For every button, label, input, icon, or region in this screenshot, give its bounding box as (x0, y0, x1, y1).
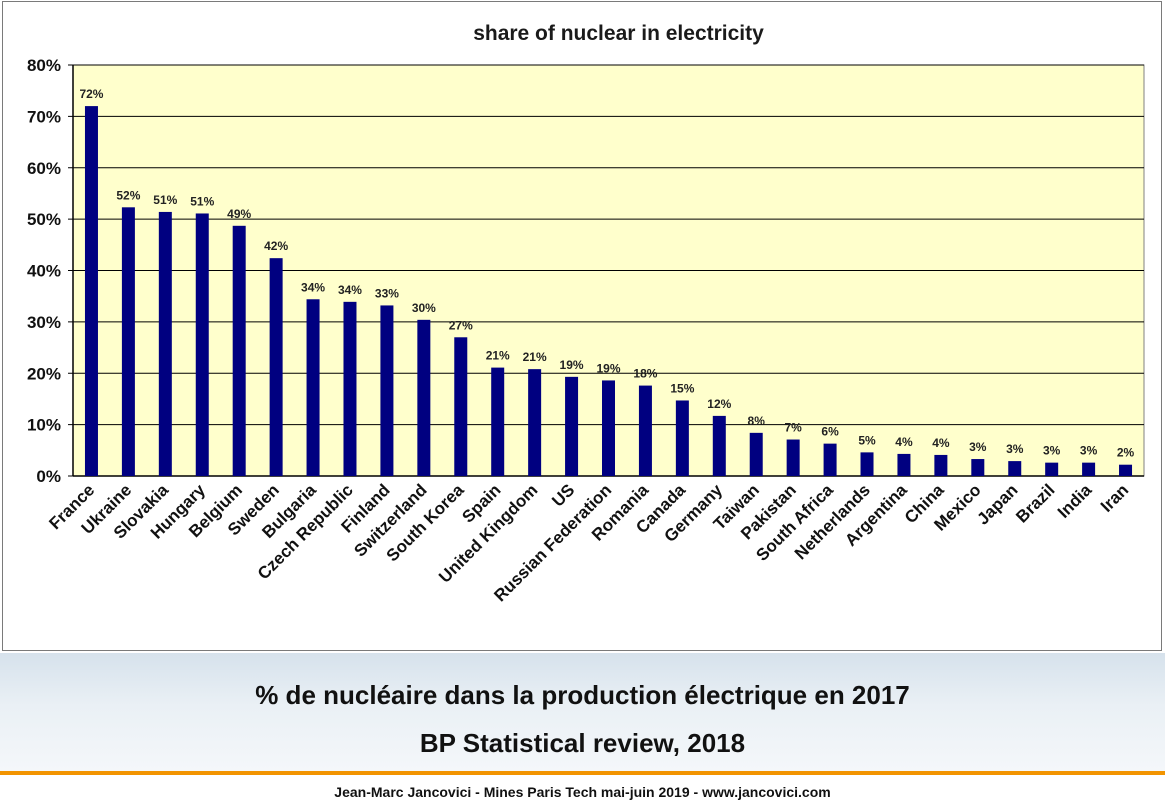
data-label: 4% (932, 436, 950, 450)
data-label: 34% (338, 283, 362, 297)
accent-rule (0, 771, 1165, 775)
footer: Jean-Marc Jancovici - Mines Paris Tech m… (0, 775, 1165, 804)
chart-title: share of nuclear in electricity (473, 22, 764, 45)
bar (823, 443, 837, 476)
data-label: 27% (449, 318, 473, 332)
data-label: 4% (895, 435, 913, 449)
data-label: 8% (748, 414, 766, 428)
data-label: 19% (596, 361, 620, 375)
bar (860, 452, 874, 476)
data-label: 3% (1043, 444, 1061, 458)
data-label: 42% (264, 239, 288, 253)
data-label: 6% (821, 425, 839, 439)
bar (1008, 461, 1022, 476)
data-label: 5% (858, 433, 876, 447)
data-label: 3% (969, 440, 987, 454)
x-tick-label: US (548, 480, 578, 510)
bar (528, 369, 542, 476)
data-label: 51% (190, 194, 214, 208)
y-tick-label: 0% (36, 467, 61, 486)
bar (158, 211, 172, 476)
x-tick-label: Brazil (1012, 480, 1058, 526)
bar (638, 385, 652, 476)
y-tick-label: 30% (27, 313, 61, 332)
bar (602, 380, 615, 476)
y-tick-label: 20% (27, 364, 61, 383)
x-tick-label: Iran (1097, 480, 1132, 515)
data-label: 49% (227, 207, 251, 221)
bar (1119, 464, 1133, 476)
data-label: 2% (1117, 446, 1135, 460)
bar (454, 337, 468, 476)
bar (934, 454, 948, 476)
bar (1082, 462, 1096, 476)
bar (121, 207, 135, 476)
data-label: 21% (486, 349, 510, 363)
data-label: 18% (633, 367, 657, 381)
y-tick-label: 50% (27, 210, 61, 229)
caption-title: % de nucléaire dans la production électr… (255, 680, 910, 710)
data-label: 33% (375, 286, 399, 300)
bar (786, 439, 800, 476)
chart-panel: share of nuclear in electricity 0% 10% 20% 3… (2, 1, 1162, 651)
bar (380, 305, 394, 476)
x-tick-label: Japan (973, 480, 1021, 528)
bar (343, 301, 357, 476)
data-label: 19% (560, 358, 584, 372)
bar (195, 213, 209, 476)
bar (306, 299, 320, 476)
bar (565, 376, 579, 476)
bar (84, 106, 98, 476)
data-label: 30% (412, 301, 436, 315)
data-label: 3% (1080, 444, 1098, 458)
bar (749, 432, 763, 476)
x-tick-label: India (1054, 480, 1096, 522)
bar (232, 225, 246, 476)
bar (417, 319, 431, 476)
data-label: 34% (301, 280, 325, 294)
y-tick-label: 40% (27, 262, 61, 281)
bar (1045, 462, 1059, 476)
data-label: 21% (523, 350, 547, 364)
bar (675, 400, 689, 476)
bar (971, 459, 985, 476)
footer-credit: Jean-Marc Jancovici - Mines Paris Tech m… (334, 784, 831, 800)
y-tick-label: 60% (27, 159, 61, 178)
bar (712, 415, 726, 476)
data-label: 7% (784, 421, 802, 435)
y-tick-label: 70% (27, 107, 61, 126)
caption-source: BP Statistical review, 2018 (419, 728, 746, 758)
bar (491, 367, 505, 476)
y-tick-label: 80% (27, 56, 61, 75)
data-label: 12% (707, 397, 731, 411)
data-label: 72% (79, 87, 103, 101)
bar (897, 453, 911, 476)
data-label: 51% (153, 193, 177, 207)
data-label: 52% (116, 188, 140, 202)
caption-area: % de nucléaire dans la production électr… (0, 653, 1165, 771)
y-tick-label: 10% (27, 416, 61, 435)
data-label: 15% (670, 381, 694, 395)
bar (269, 258, 283, 476)
data-label: 3% (1006, 442, 1024, 456)
bar-chart: share of nuclear in electricity 0% 10% 20% 3… (27, 22, 1145, 605)
